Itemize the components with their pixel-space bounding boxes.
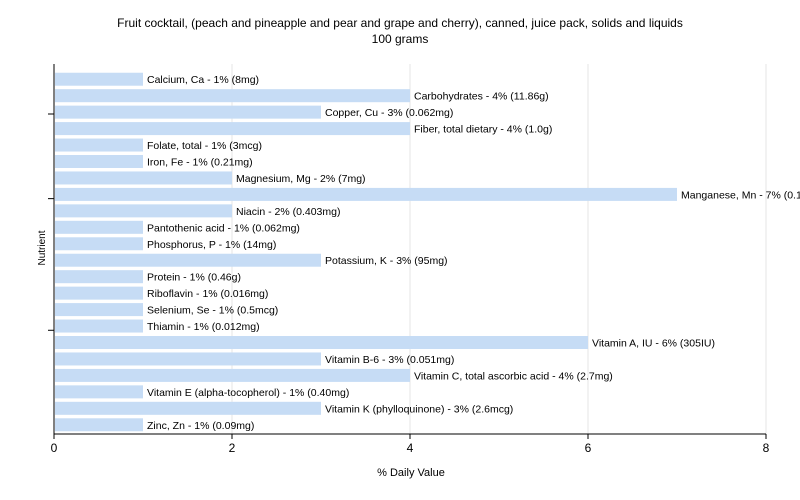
bar-label: Selenium, Se - 1% (0.5mcg)	[147, 305, 278, 317]
chart-title: Fruit cocktail, (peach and pineapple and…	[0, 15, 800, 47]
bar	[55, 286, 143, 300]
chart-subtitle: 100 grams	[371, 32, 429, 46]
bar-label: Phosphorus, P - 1% (14mg)	[147, 239, 276, 251]
x-tick-label: 4	[407, 441, 414, 455]
x-tick-label: 8	[763, 441, 770, 455]
bar-label: Protein - 1% (0.46g)	[147, 272, 241, 284]
bar	[55, 270, 143, 284]
bar	[55, 155, 143, 168]
bar	[55, 418, 143, 432]
bar	[55, 368, 410, 382]
bar	[55, 253, 321, 267]
bar-label: Vitamin K (phylloquinone) - 3% (2.6mcg)	[325, 403, 513, 415]
bar	[55, 89, 410, 103]
x-tick-label: 6	[585, 441, 592, 455]
bar-label: Niacin - 2% (0.403mg)	[236, 206, 340, 218]
bar-label: Potassium, K - 3% (95mg)	[325, 255, 448, 267]
bar-label: Vitamin E (alpha-tocopherol) - 1% (0.40m…	[147, 387, 349, 399]
bar-label: Magnesium, Mg - 2% (7mg)	[236, 173, 366, 185]
bar-label: Fiber, total dietary - 4% (1.0g)	[414, 124, 552, 136]
bar	[55, 401, 321, 415]
bar	[55, 171, 232, 185]
bar	[55, 336, 588, 349]
bar-label: Manganese, Mn - 7% (0.146mg)	[681, 189, 800, 201]
bar-label: Folate, total - 1% (3mcg)	[147, 140, 262, 152]
bar-label: Vitamin A, IU - 6% (305IU)	[592, 338, 715, 350]
bar	[55, 220, 143, 234]
bar-label: Iron, Fe - 1% (0.21mg)	[147, 157, 253, 169]
bar-label: Pantothenic acid - 1% (0.062mg)	[147, 222, 300, 234]
bar	[55, 303, 143, 317]
bar-label: Vitamin C, total ascorbic acid - 4% (2.7…	[414, 370, 613, 382]
bar	[55, 138, 143, 152]
x-tick-label: 0	[51, 441, 58, 455]
x-tick-label: 2	[229, 441, 236, 455]
bar-label: Thiamin - 1% (0.012mg)	[147, 321, 260, 333]
x-axis-title: % Daily Value	[377, 467, 445, 479]
bar-label: Calcium, Ca - 1% (8mg)	[147, 74, 259, 86]
bar	[55, 122, 410, 136]
y-axis-title: Nutrient	[37, 230, 48, 265]
bar	[55, 105, 321, 119]
bar	[55, 352, 321, 366]
bar-label: Zinc, Zn - 1% (0.09mg)	[147, 420, 254, 432]
bar	[55, 385, 143, 399]
bar-label: Carbohydrates - 4% (11.86g)	[414, 91, 549, 103]
bar-label: Copper, Cu - 3% (0.062mg)	[325, 107, 453, 119]
bar-labels: Calcium, Ca - 1% (8mg) Carbohydrates - 4%…	[147, 74, 800, 432]
bar	[55, 204, 232, 218]
bar	[55, 187, 677, 201]
bar	[55, 237, 143, 251]
bar-label: Vitamin B-6 - 3% (0.051mg)	[325, 354, 454, 366]
bar	[55, 319, 143, 333]
bar	[55, 72, 143, 86]
bar-label: Riboflavin - 1% (0.016mg)	[147, 288, 268, 300]
axes: 0 2 4 6 8	[48, 64, 770, 455]
bars	[55, 72, 677, 432]
chart-title-line: Fruit cocktail, (peach and pineapple and…	[117, 16, 683, 30]
